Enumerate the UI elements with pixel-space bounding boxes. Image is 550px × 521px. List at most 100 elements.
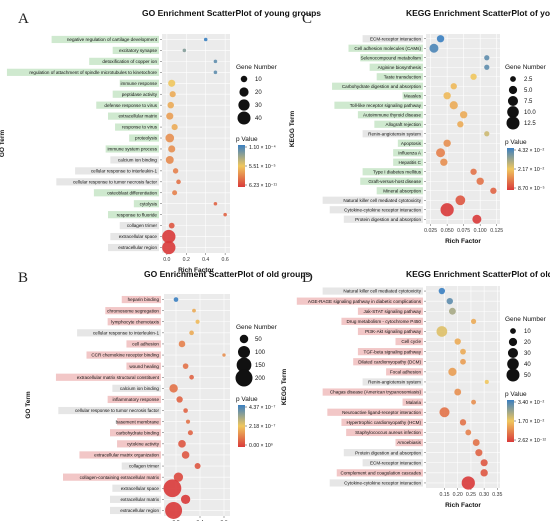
- data-point: [185, 419, 191, 424]
- data-point: [465, 429, 472, 436]
- size-legend-dot: [507, 347, 519, 359]
- panel-letter: C: [302, 11, 312, 27]
- term-label-bg: [393, 149, 423, 157]
- data-point: [169, 384, 178, 393]
- term-label: collagen trimer: [127, 223, 158, 228]
- panel-A: A GO Enrichment ScatterPlot of young grou…: [0, 8, 321, 274]
- data-point: [183, 408, 188, 413]
- term-label-bg: [121, 295, 161, 304]
- plot-area: [426, 286, 500, 488]
- term-label-bg: [112, 384, 161, 392]
- data-point: [490, 187, 497, 194]
- term-label-bg: [115, 123, 159, 131]
- term-label: Apoptosis: [401, 141, 422, 146]
- size-legend-label: 10: [255, 77, 262, 83]
- term-label-bg: [108, 243, 159, 252]
- term-label: PI3K-Akt signaling pathway: [365, 329, 422, 334]
- term-label: Protein digestion and absorption: [355, 217, 421, 222]
- size-legend-label: 50: [524, 373, 531, 379]
- data-point: [223, 212, 227, 217]
- size-legend-title: Gene Number: [236, 324, 278, 331]
- term-label-bg: [386, 368, 423, 376]
- term-label: Dilated cardiomyopathy (DCM): [358, 359, 421, 364]
- data-point: [178, 340, 186, 348]
- term-label-bg: [79, 451, 161, 459]
- term-label-bg: [376, 73, 423, 81]
- data-point: [167, 101, 174, 109]
- size-legend-label: 5.0: [524, 88, 533, 94]
- term-label-bg: [360, 54, 423, 62]
- plot-area: [426, 34, 500, 224]
- term-label-bg: [341, 418, 423, 426]
- term-label: chromosome segregation: [107, 308, 159, 313]
- term-label: Amoebiasis: [397, 440, 421, 445]
- term-label-bg: [51, 35, 159, 44]
- term-label-bg: [402, 398, 423, 406]
- y-axis-title: KEGG Term: [281, 369, 288, 406]
- term-label: wound healing: [129, 364, 159, 369]
- term-label-bg: [110, 429, 161, 437]
- data-point: [222, 353, 226, 357]
- term-label-bg: [121, 462, 161, 470]
- data-point: [459, 419, 467, 426]
- size-legend-label: 10.0: [524, 110, 536, 116]
- data-point: [195, 319, 200, 324]
- term-label: Jak-STAT signaling pathway: [364, 309, 422, 314]
- term-label-bg: [110, 232, 159, 241]
- colorbar-label: 3.40 × 10⁻²: [518, 400, 545, 406]
- x-tick-label: 0.050: [441, 228, 454, 234]
- term-label-bg: [58, 406, 161, 415]
- data-point: [472, 214, 482, 224]
- term-label: Hypertrophic cardiomyopathy (HCM): [346, 420, 421, 425]
- term-label: extracellular matrix structural constitu…: [77, 375, 160, 380]
- colorbar-label: 1.10 × 10⁻⁴: [249, 145, 276, 151]
- x-axis-title: Rich Factor: [445, 502, 481, 509]
- panel-letter: B: [18, 270, 28, 286]
- term-label: Malaria: [406, 400, 422, 405]
- data-point: [446, 297, 453, 305]
- data-point: [166, 112, 174, 120]
- term-label-bg: [395, 438, 423, 447]
- panel-C: C KEGG Enrichment ScatterPlot of young gr…: [289, 8, 550, 245]
- term-label-bg: [107, 318, 161, 326]
- term-label: Staphylococcus aureus infection: [355, 430, 421, 435]
- data-point: [443, 139, 451, 147]
- term-label: calcium ion binding: [118, 158, 158, 163]
- data-point: [182, 363, 189, 369]
- size-legend-dot: [239, 334, 249, 344]
- term-label: Carbohydrate digestion and absorption: [342, 84, 422, 89]
- data-point: [162, 240, 176, 255]
- data-point: [213, 59, 218, 64]
- term-label: Neuroactive ligand-receptor interaction: [342, 410, 421, 415]
- term-label: Renin-angiotensin system: [368, 131, 421, 136]
- colorbar-label: 5.51 × 10⁻⁵: [249, 164, 276, 170]
- size-legend-dot: [506, 116, 520, 130]
- data-point: [454, 338, 461, 345]
- size-legend-dot: [508, 337, 518, 347]
- term-label: Measles: [404, 93, 422, 98]
- x-axis-title: Rich Factor: [178, 267, 214, 274]
- data-point: [168, 79, 176, 87]
- data-point: [171, 123, 178, 131]
- data-point: [168, 145, 176, 153]
- size-legend-title: Gene Number: [505, 64, 547, 71]
- term-label: calcium ion binding: [120, 386, 160, 391]
- term-label-bg: [402, 92, 423, 100]
- x-tick-label: 0.30: [479, 492, 489, 498]
- panel-letter: A: [18, 11, 29, 27]
- term-label: carbohydrate binding: [116, 430, 159, 435]
- panel-B: B GO Enrichment ScatterPlot of old groups…: [18, 269, 311, 521]
- term-label: peptidase activity: [122, 92, 158, 97]
- x-axis-title: Rich Factor: [445, 238, 481, 245]
- data-point: [480, 459, 488, 467]
- data-point: [436, 326, 448, 337]
- data-point: [454, 388, 462, 396]
- term-label: extracellular matrix: [118, 114, 157, 119]
- colorbar-label: 4.32 × 10⁻²: [518, 148, 545, 154]
- term-label-bg: [341, 317, 423, 325]
- term-label: extracellular region: [120, 508, 159, 513]
- data-point: [169, 91, 176, 98]
- data-point: [165, 155, 174, 164]
- data-point: [165, 501, 183, 519]
- term-label-bg: [343, 449, 423, 457]
